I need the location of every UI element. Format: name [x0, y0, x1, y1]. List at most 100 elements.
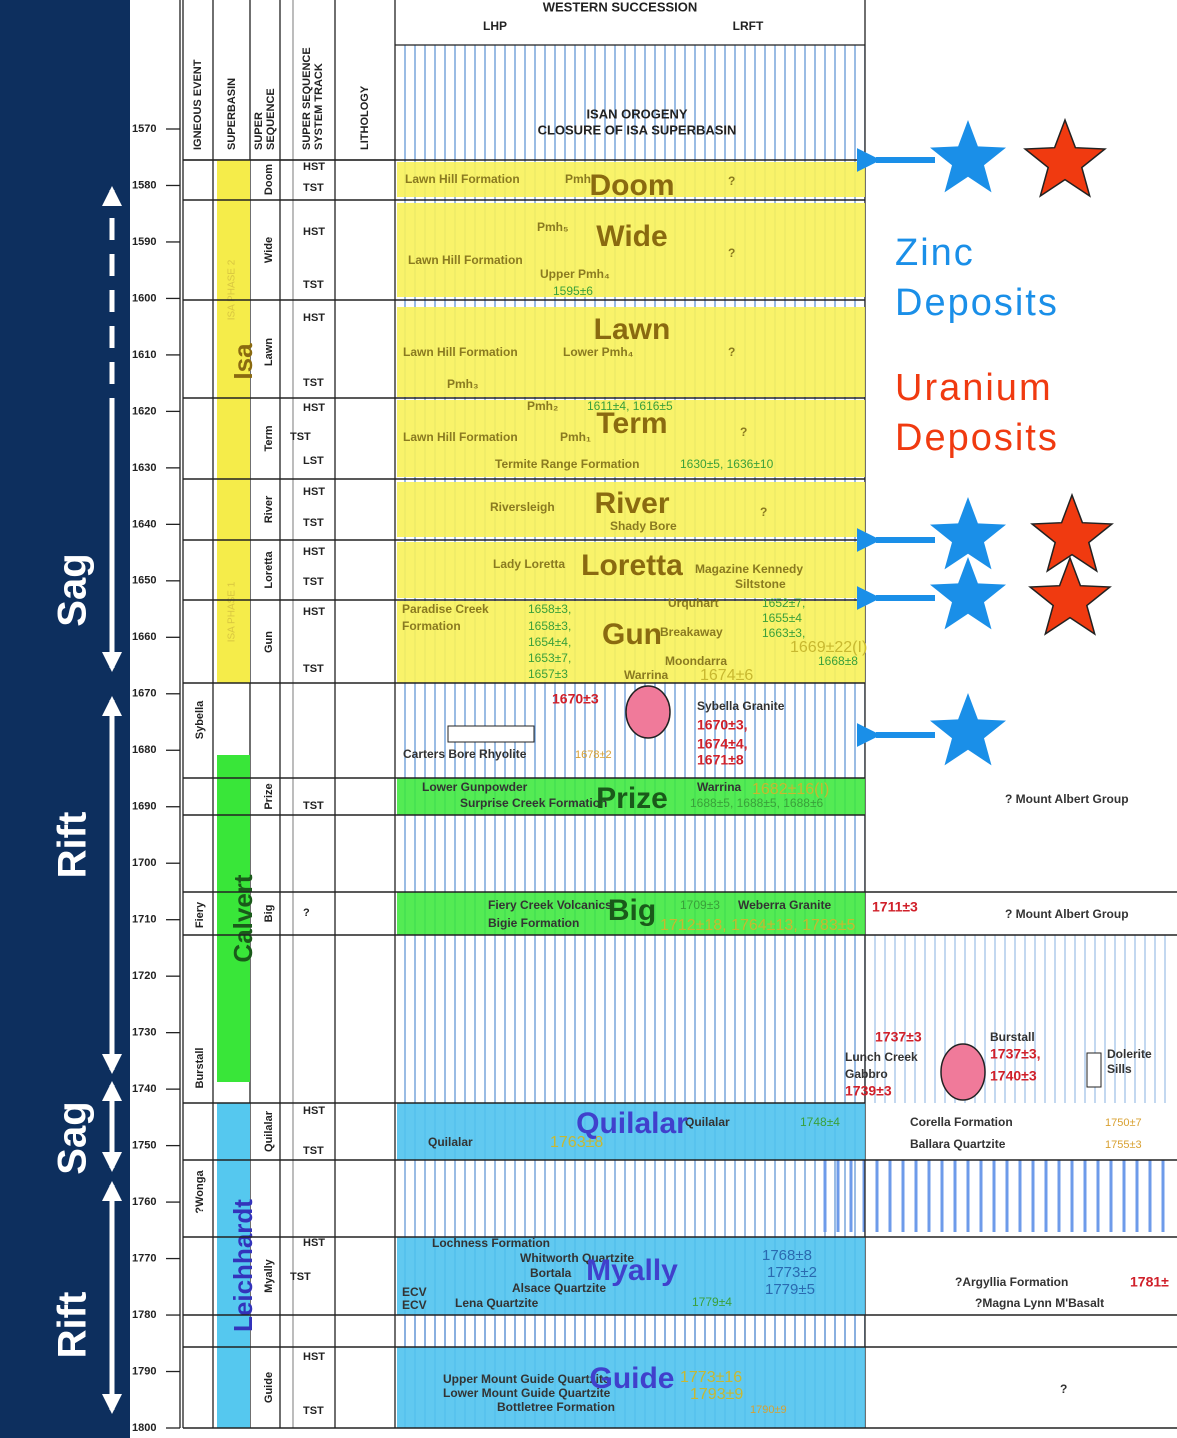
header-left: LHP	[483, 19, 507, 33]
formation-label: 1663±3,	[762, 626, 805, 640]
formation-label: 1657±3	[528, 667, 568, 681]
regime-label: Rift	[51, 1292, 95, 1359]
formation-label: 1658±3,	[528, 602, 571, 616]
formation-label: Dolerite	[1107, 1047, 1152, 1061]
formation-label: Lunch Creek	[845, 1050, 918, 1064]
age-label: 1710	[132, 914, 156, 926]
formation-label: 1779±4	[692, 1295, 732, 1309]
formation-label: Sybella Granite	[697, 699, 785, 713]
formation-label: 1670±3	[552, 691, 599, 707]
superbasin-label: Isa	[228, 343, 258, 380]
rhyolite-box	[447, 725, 535, 743]
age-label: 1600	[132, 292, 156, 304]
formation-label: Urquhart	[668, 596, 719, 610]
column-header: IGNEOUS EVENT	[192, 59, 204, 150]
supersequence-band	[397, 892, 865, 935]
supersequence-column-label: Quilalar	[263, 1110, 275, 1152]
igneous-event: Sybella	[194, 700, 206, 739]
formation-label: 1737±3	[875, 1029, 922, 1045]
age-label: 1640	[132, 518, 156, 530]
formation-label: ?Argyllia Formation	[955, 1275, 1068, 1289]
supersequence-column-label: Prize	[263, 783, 275, 809]
sills-box	[1086, 1052, 1102, 1088]
supersequence-label: Doom	[590, 169, 675, 202]
formation-label: 1671±8	[697, 752, 744, 768]
formation-label: ?	[728, 345, 735, 359]
granite-intrusion	[625, 685, 671, 739]
formation-label: Breakaway	[660, 625, 723, 639]
age-label: 1730	[132, 1027, 156, 1039]
formation-label: Moondarra	[665, 654, 727, 668]
supersequence-column-label: Wide	[263, 237, 275, 263]
zinc-star	[930, 120, 1006, 193]
formation-label: 1688±5, 1688±5, 1688±6	[690, 796, 824, 810]
system-track: HST	[303, 226, 325, 238]
supersequence-label: Wide	[596, 220, 667, 253]
system-track: HST	[303, 161, 325, 173]
formation-label: 1740±3	[990, 1068, 1037, 1084]
superbasin-bar	[217, 160, 250, 683]
supersequence-label: Prize	[596, 782, 668, 815]
system-track: TST	[303, 279, 324, 291]
formation-label: Pmh₁	[560, 430, 591, 444]
system-track: LST	[303, 455, 324, 467]
age-label: 1770	[132, 1252, 156, 1264]
formation-label: 1737±3,	[990, 1046, 1041, 1062]
formation-label: 1790±9	[750, 1404, 787, 1416]
zinc-star	[930, 497, 1006, 570]
system-track: TST	[303, 1145, 324, 1157]
formation-label: Carters Bore Rhyolite	[403, 747, 527, 761]
regime-label: Rift	[51, 812, 95, 879]
age-label: 1590	[132, 236, 156, 248]
age-label: 1740	[132, 1083, 156, 1095]
formation-label: 1668±8	[818, 654, 858, 668]
column-header: SYSTEM TRACK	[313, 63, 325, 150]
formation-label: 1682±16(I)	[752, 781, 829, 798]
supersequence-column-label: Doom	[263, 164, 275, 195]
system-track: TST	[303, 377, 324, 389]
formation-label: 1711±3	[872, 899, 918, 915]
formation-label: 1670±3,	[697, 717, 748, 733]
formation-label: 1712±18, 1764±13, 1783±5	[660, 917, 856, 934]
formation-label: Lawn Hill Formation	[408, 253, 523, 267]
orogeny-label: ISAN OROGENY	[586, 106, 687, 121]
zinc-star	[930, 557, 1006, 630]
age-label: 1780	[132, 1309, 156, 1321]
formation-label: 1654±4,	[528, 635, 571, 649]
column-header: SUPERBASIN	[226, 78, 238, 150]
supersequence-band	[397, 400, 865, 477]
superbasin-label: Leichhardt	[228, 1199, 258, 1332]
superbasin-bar	[217, 755, 250, 1082]
supersequence-column-label: River	[263, 495, 275, 523]
system-track: HST	[303, 486, 325, 498]
system-track: TST	[303, 1405, 324, 1417]
age-label: 1570	[132, 123, 156, 135]
formation-label: Lower Gunpowder	[422, 780, 528, 794]
formation-label: Lawn Hill Formation	[405, 172, 520, 186]
supersequence-band	[397, 203, 865, 297]
formation-label: Shady Bore	[610, 519, 677, 533]
formation-label: ? Mount Albert Group	[1005, 792, 1129, 806]
supersequence-label: Myally	[586, 1254, 678, 1287]
supersequence-band	[397, 542, 865, 598]
legend-label: Deposits	[895, 282, 1059, 324]
formation-label: ?	[740, 425, 747, 439]
formation-label: ?	[1060, 1382, 1067, 1396]
column-header: SUPER	[253, 112, 265, 150]
formation-label: Bottletree Formation	[497, 1400, 615, 1414]
formation-label: Sills	[1107, 1062, 1132, 1076]
supersequence-label: Loretta	[581, 549, 683, 582]
supersequence-band	[397, 482, 865, 537]
supersequence-band	[397, 1103, 865, 1160]
supersequence-column-label: Guide	[263, 1372, 275, 1403]
system-track: HST	[303, 546, 325, 558]
age-label: 1660	[132, 631, 156, 643]
formation-label: 1595±6	[553, 284, 593, 298]
supersequence-band	[397, 162, 865, 197]
formation-label: Quilalar	[685, 1115, 730, 1129]
age-label: 1720	[132, 970, 156, 982]
uranium-star	[1028, 555, 1112, 636]
formation-label: ?	[728, 174, 735, 188]
